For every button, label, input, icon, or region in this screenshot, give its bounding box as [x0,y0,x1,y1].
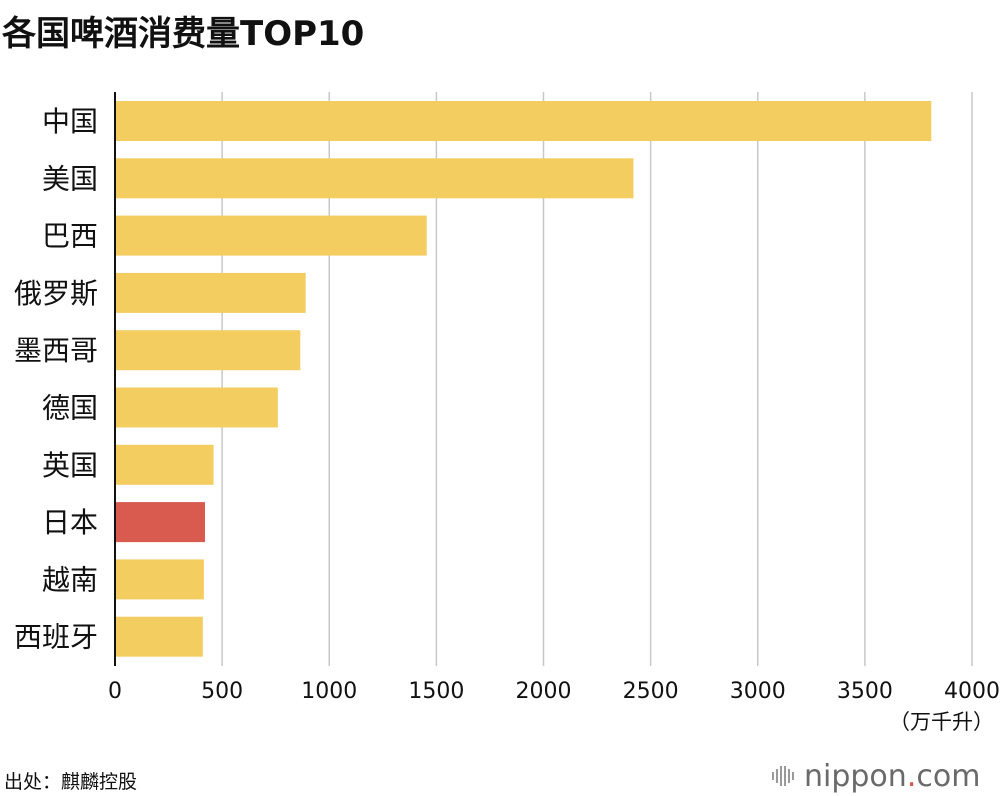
nippon-com-logo: nippon.com [770,758,981,794]
chart-title: 各国啤酒消费量TOP10 [2,14,365,54]
bar [115,272,306,313]
category-label: 巴西 [42,220,98,253]
x-tick-label: 1000 [301,679,357,704]
x-tick-label: 500 [201,679,243,704]
bar [115,616,203,657]
x-tick-label: 2000 [516,679,572,704]
x-tick-label: 3000 [730,679,786,704]
x-tick-label: 4000 [944,679,1000,704]
bar [115,215,427,256]
bar [115,502,205,543]
x-tick-label: 0 [108,679,122,704]
x-tick-label: 1500 [408,679,464,704]
category-label: 美国 [42,162,98,195]
bar [115,158,634,199]
category-label: 日本 [42,506,98,539]
x-tick-label: 3500 [837,679,893,704]
category-label: 德国 [42,392,98,425]
category-label: 越南 [42,563,98,596]
brand-text: nippon.com [804,758,981,794]
nippon-logo-icon [772,766,794,786]
bar [115,101,932,141]
category-label: 俄罗斯 [14,277,98,310]
category-label: 西班牙 [14,621,98,654]
bar [115,444,214,485]
bar [115,387,278,428]
bar [115,559,204,600]
source-note: 出处：麒麟控股 [4,771,138,793]
category-label: 中国 [42,105,98,138]
category-label: 墨西哥 [14,334,98,367]
x-tick-label: 2500 [623,679,679,704]
x-axis-unit: （万千升） [889,710,994,734]
bar [115,330,301,371]
category-label: 英国 [42,449,98,482]
